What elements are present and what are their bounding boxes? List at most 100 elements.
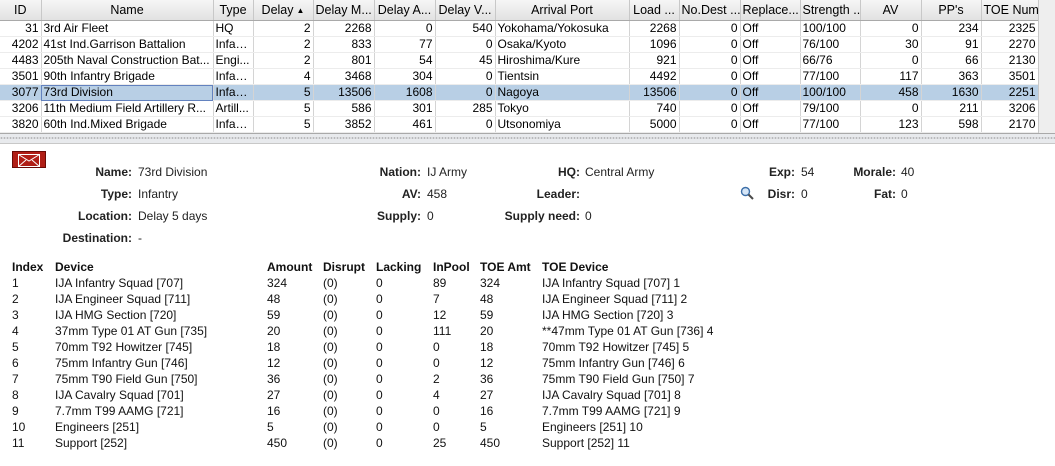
morale-label: Morale: [853,165,896,179]
device-inpool: 12 [433,308,447,322]
column-header-label: TOE Num [983,3,1038,17]
device-toe-device: 75mm T90 Field Gun [750] 7 [542,372,695,386]
device-lacking: 0 [376,324,383,338]
magnifier-icon[interactable] [740,186,754,200]
column-header-name[interactable]: Name [41,0,214,21]
table-row[interactable]: 3820 60th Ind.Mixed Brigade Infan... 5 3852 4… [0,116,1039,133]
device-device: IJA Cavalry Squad [701] [55,388,184,402]
device-disrupt: (0) [323,276,338,290]
device-toe-device: 70mm T92 Howitzer [745] 5 [542,340,690,354]
column-header-arrival-port[interactable]: Arrival Port [495,0,630,21]
cell-type: Artill... [213,100,254,117]
destination-label: Destination: [62,231,132,245]
cell-strength: 77/100 [800,116,861,133]
cell-id: 4483 [0,52,42,69]
device-index: 11 [12,436,25,450]
table-row[interactable]: 4483 205th Naval Construction Bat... Engi.… [0,52,1039,69]
cell-delay-a: 1608 [374,84,436,101]
device-header-toe-device: TOE Device [542,260,609,274]
device-disrupt: (0) [323,436,338,450]
device-index: 10 [12,420,26,434]
column-header-delay[interactable]: Delay ▲ [253,0,314,21]
table-row[interactable]: 3077 73rd Division Infan... 5 13506 1608 0 Nago… [0,84,1039,101]
table-row[interactable]: 3206 11th Medium Field Artillery R... Arti… [0,100,1039,117]
device-toe-amt: 12 [480,356,494,370]
column-header-delay-a[interactable]: Delay A... [374,0,436,21]
device-toe-amt: 36 [480,372,494,386]
mail-button[interactable] [12,151,46,168]
cell-load: 4492 [629,68,680,85]
unit-name-value: 73rd Division [138,165,208,179]
table-row[interactable]: 31 3rd Air Fleet HQ 2 2268 0 540 Yokohama/Yokos… [0,20,1039,37]
device-disrupt: (0) [323,308,338,322]
cell-toe-num: 2170 [981,116,1039,133]
column-header-load[interactable]: Load ... [629,0,680,21]
device-toe-amt: 450 [480,436,501,450]
cell-delay-v: 0 [435,84,496,101]
cell-delay-v: 0 [435,116,496,133]
device-inpool: 25 [433,436,447,450]
cell-id: 3206 [0,100,42,117]
device-toe-amt: 27 [480,388,494,402]
cell-type: Engi... [213,52,254,69]
device-header-disrupt: Disrupt [323,260,365,274]
cell-load: 5000 [629,116,680,133]
cell-id: 4202 [0,36,42,53]
table-body: 31 3rd Air Fleet HQ 2 2268 0 540 Yokohama/Yokos… [0,20,1039,133]
column-header-label: ID [14,3,27,17]
column-header-delay-v[interactable]: Delay V... [435,0,496,21]
device-amount: 324 [267,276,288,290]
device-device: 75mm T90 Field Gun [750] [55,372,198,386]
cell-av: 0 [860,20,922,37]
device-toe-device: 7.7mm T99 AAMG [721] 9 [542,404,681,418]
device-device: IJA HMG Section [720] [55,308,177,322]
device-inpool: 0 [433,404,440,418]
vertical-scrollbar[interactable] [1038,0,1055,133]
table-row[interactable]: 3501 90th Infantry Brigade Infan... 4 3468 30… [0,68,1039,85]
device-amount: 27 [267,388,281,402]
device-device: 7.7mm T99 AAMG [721] [55,404,184,418]
cell-arrival-port: Tokyo [495,100,630,117]
column-header-label: Strength ... [802,3,860,17]
cell-no-dest: 0 [679,100,741,117]
column-header-id[interactable]: ID [0,0,42,21]
cell-delay-m: 2268 [313,20,375,37]
cell-id: 31 [0,20,42,37]
column-header-label: No.Dest ... [681,3,740,17]
device-index: 7 [12,372,19,386]
cell-strength: 100/100 [800,20,861,37]
column-header-type[interactable]: Type [213,0,254,21]
column-header-replace[interactable]: Replace... [740,0,801,21]
split-pane-divider[interactable] [0,133,1055,144]
device-index: 6 [12,356,19,370]
device-amount: 18 [267,340,281,354]
cell-delay-m: 13506 [313,84,375,101]
column-header-toe-num[interactable]: TOE Num [981,0,1039,21]
cell-name: 11th Medium Field Artillery R... [41,100,214,117]
column-header-delay-m[interactable]: Delay M... [313,0,375,21]
cell-strength: 100/100 [800,84,861,101]
cell-name: 205th Naval Construction Bat... [41,52,214,69]
cell-arrival-port: Yokohama/Yokosuka [495,20,630,37]
table-row[interactable]: 4202 41st Ind.Garrison Battalion Infan... 2… [0,36,1039,53]
device-index: 8 [12,388,19,402]
device-device: IJA Infantry Squad [707] [55,276,184,290]
cell-delay-a: 77 [374,36,436,53]
cell-replace: Off [740,116,801,133]
column-header-no-dest[interactable]: No.Dest ... [679,0,741,21]
column-header-av[interactable]: AV [860,0,922,21]
column-header-pps[interactable]: PP's [921,0,982,21]
cell-delay-v: 540 [435,20,496,37]
cell-av: 123 [860,116,922,133]
column-header-label: Delay M... [315,3,372,17]
device-toe-device: Support [252] 11 [542,436,630,450]
device-toe-device: IJA Cavalry Squad [701] 8 [542,388,681,402]
cell-delay-v: 45 [435,52,496,69]
units-table: ID Name Type Delay ▲ Delay M... Delay A... Dela… [0,0,1039,133]
name-label: Name: [95,165,132,179]
column-header-strength[interactable]: Strength ... [800,0,861,21]
cell-load: 13506 [629,84,680,101]
cell-pps: 1630 [921,84,982,101]
cell-load: 2268 [629,20,680,37]
morale-value: 40 [901,165,915,179]
